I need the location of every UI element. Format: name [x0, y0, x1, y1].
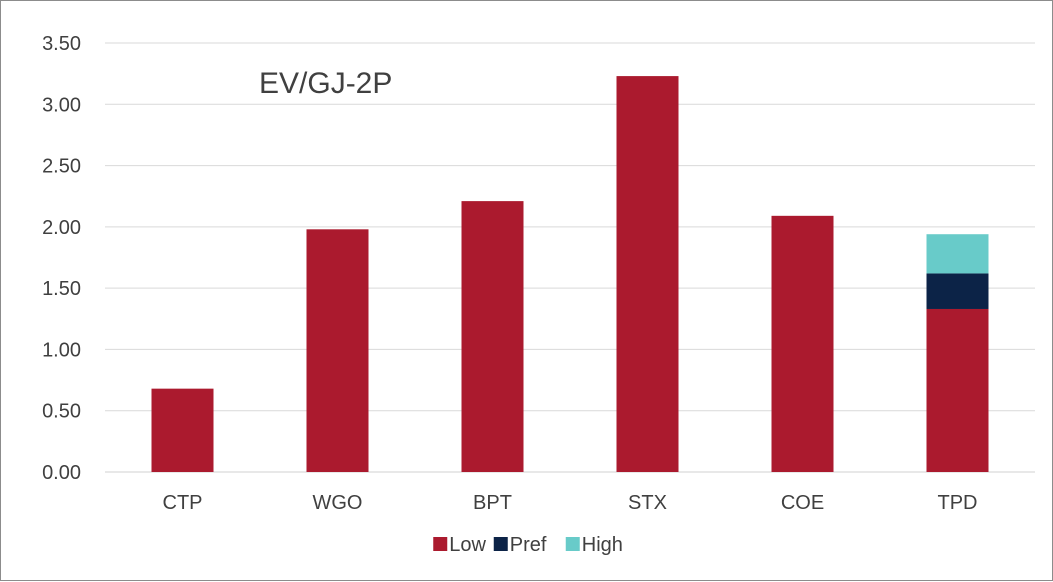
- gridlines: [105, 42, 1035, 473]
- legend-swatch-pref: [493, 537, 508, 551]
- bar-tpd-pref: [926, 273, 989, 309]
- x-tick-label: TPD: [938, 492, 978, 514]
- x-tick-label: WGO: [313, 492, 363, 514]
- bar-stx-low: [616, 76, 679, 472]
- legend-label-high: High: [582, 534, 623, 556]
- chart-title: EV/GJ-2P: [259, 67, 392, 100]
- x-axis-ticks: CTP WGO BPT STX COE TPD: [163, 492, 978, 514]
- legend-label-low: Low: [449, 534, 486, 556]
- bar-wgo-low: [306, 229, 369, 472]
- y-axis-ticks: 0.00 0.50 1.00 1.50 2.00 2.50 3.00 3.50: [42, 33, 81, 484]
- y-tick-label: 0.00: [42, 462, 81, 484]
- bar-tpd-high: [926, 234, 989, 274]
- x-tick-label: CTP: [163, 492, 203, 514]
- x-tick-label: STX: [628, 492, 667, 514]
- y-tick-label: 1.00: [42, 339, 81, 361]
- legend-swatch-high: [565, 537, 580, 551]
- y-tick-label: 3.50: [42, 33, 81, 55]
- legend-label-pref: Pref: [510, 534, 547, 556]
- y-tick-label: 1.50: [42, 278, 81, 300]
- bar-ctp-low: [151, 388, 214, 472]
- legend: Low Pref High: [433, 534, 623, 556]
- y-tick-label: 0.50: [42, 401, 81, 423]
- x-tick-label: COE: [781, 492, 824, 514]
- legend-swatch-low: [433, 537, 448, 551]
- y-tick-label: 3.00: [42, 94, 81, 116]
- y-tick-label: 2.50: [42, 156, 81, 178]
- bar-tpd-low: [926, 308, 989, 472]
- bar-coe-low: [771, 215, 834, 472]
- x-tick-label: BPT: [473, 492, 512, 514]
- bar-bpt-low: [461, 201, 524, 473]
- y-tick-label: 2.00: [42, 217, 81, 239]
- bars: [151, 76, 989, 473]
